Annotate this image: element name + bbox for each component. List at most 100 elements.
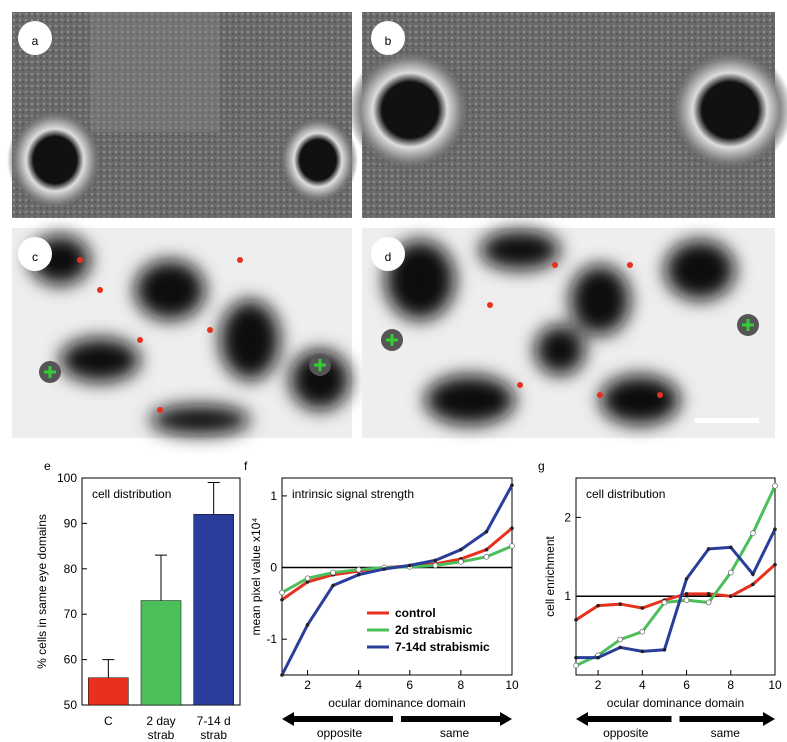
x-tick-label: 6 <box>406 678 413 692</box>
x-tick-label: 2 <box>304 678 311 692</box>
point <box>661 599 668 606</box>
arrow-left <box>576 712 672 726</box>
y-tick-label: 80 <box>64 562 78 576</box>
x-axis-label: ocular dominance domain <box>607 696 744 710</box>
panel-label: a <box>32 34 39 48</box>
series-line <box>280 484 514 676</box>
panel-badge <box>18 21 52 55</box>
point <box>305 623 310 627</box>
x-tick-label: 4 <box>355 678 362 692</box>
y-tick-label: 0 <box>270 561 277 575</box>
point <box>640 649 645 654</box>
point <box>750 530 756 536</box>
point <box>727 569 734 576</box>
y-tick-label: -1 <box>266 632 277 646</box>
panel-label: d <box>385 250 392 264</box>
point <box>459 547 463 552</box>
legend-label: control <box>395 606 436 620</box>
point <box>772 483 778 489</box>
point <box>510 483 514 487</box>
point <box>705 599 712 606</box>
x-tick-label: C <box>104 714 113 728</box>
legend-label: 7-14d strabismic <box>395 640 490 654</box>
point <box>483 553 490 560</box>
panel-badge <box>371 237 405 271</box>
bar <box>140 600 182 706</box>
series-line <box>575 563 776 622</box>
y-tick-label: 70 <box>64 607 78 621</box>
x-tick-label: 2 day strab <box>146 714 175 742</box>
y-tick-label: 50 <box>64 698 78 712</box>
point <box>751 582 755 587</box>
point <box>639 628 646 635</box>
panel-label: e <box>44 459 51 473</box>
plot-frame <box>575 477 776 676</box>
point <box>596 603 600 608</box>
arrow-label: opposite <box>603 726 649 740</box>
x-tick-label: 10 <box>505 678 519 692</box>
error-bar <box>207 482 220 515</box>
point <box>304 575 311 582</box>
legend-label: 2d strabismic <box>395 623 473 637</box>
point <box>574 618 578 622</box>
point <box>773 562 777 567</box>
y-tick-label: 60 <box>64 653 78 667</box>
image-a <box>7 12 358 218</box>
series-line <box>575 485 777 667</box>
chart-title: cell distribution <box>92 487 171 501</box>
y-tick-label: 1 <box>270 489 277 503</box>
point <box>728 594 733 598</box>
point <box>279 589 285 596</box>
image-c <box>12 228 352 438</box>
error-bar <box>155 554 167 601</box>
series-line <box>576 528 777 660</box>
point <box>432 562 439 569</box>
point <box>573 662 579 669</box>
point <box>484 529 489 534</box>
arrow-right <box>679 712 775 726</box>
point <box>684 592 689 596</box>
arrow-label: same <box>440 726 470 740</box>
point <box>728 545 733 550</box>
point <box>280 673 284 677</box>
panel-label: f <box>244 459 248 473</box>
point <box>773 527 777 532</box>
arrow-left <box>282 712 393 726</box>
x-tick-label: 6 <box>683 678 690 692</box>
point <box>509 543 515 549</box>
point <box>706 592 711 596</box>
point <box>640 606 645 610</box>
point <box>356 572 361 577</box>
arrow-label: same <box>711 726 741 740</box>
point <box>683 597 690 603</box>
y-axis-label: cell enrichment <box>543 535 557 616</box>
point <box>330 569 336 576</box>
panel-label: c <box>32 250 38 264</box>
point <box>574 655 578 660</box>
point <box>618 602 623 606</box>
chart-title: intrinsic signal strength <box>292 487 414 501</box>
point <box>510 526 514 530</box>
point <box>617 636 624 643</box>
point <box>596 655 600 660</box>
point <box>706 547 711 551</box>
panel-label: g <box>538 459 545 473</box>
point <box>662 647 667 652</box>
bar <box>88 677 129 706</box>
x-tick-label: 8 <box>458 678 465 692</box>
bar <box>193 514 234 706</box>
arrow-right <box>401 712 512 726</box>
x-tick-label: 2 <box>595 678 602 692</box>
point <box>382 567 387 571</box>
point <box>751 572 755 576</box>
point <box>618 645 623 650</box>
x-tick-label: 4 <box>639 678 646 692</box>
y-tick-label: 100 <box>57 471 77 485</box>
error-bar <box>102 659 115 678</box>
chart-title: cell distribution <box>586 487 665 501</box>
y-tick-label: 90 <box>64 516 78 530</box>
panel-badge <box>18 237 52 271</box>
point <box>331 583 335 588</box>
image-b <box>348 12 787 218</box>
